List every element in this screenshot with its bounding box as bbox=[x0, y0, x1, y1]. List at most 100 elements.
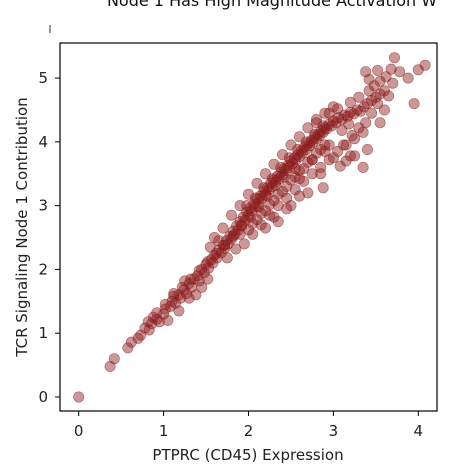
x-tick-label: 4 bbox=[414, 422, 424, 440]
data-point bbox=[283, 152, 295, 164]
data-point bbox=[353, 122, 365, 134]
data-point bbox=[175, 292, 187, 304]
data-point bbox=[338, 139, 350, 151]
data-point bbox=[268, 158, 280, 170]
y-tick-label: 5 bbox=[38, 69, 48, 87]
data-point bbox=[292, 144, 304, 156]
data-point bbox=[259, 188, 271, 200]
data-point bbox=[264, 198, 276, 210]
data-point bbox=[344, 96, 356, 108]
data-point bbox=[190, 289, 202, 301]
data-point bbox=[310, 117, 322, 129]
data-point bbox=[419, 59, 431, 71]
data-point bbox=[162, 314, 174, 326]
data-point bbox=[319, 107, 331, 119]
data-point bbox=[343, 118, 355, 130]
data-point bbox=[285, 139, 297, 151]
data-point bbox=[349, 150, 361, 162]
data-point bbox=[151, 307, 163, 319]
data-point bbox=[227, 230, 239, 242]
data-point bbox=[234, 228, 246, 240]
data-point bbox=[202, 256, 214, 268]
data-point bbox=[361, 144, 373, 156]
data-point bbox=[388, 52, 400, 64]
data-point bbox=[142, 316, 154, 328]
x-axis-ticks: 0 1 2 3 4 bbox=[74, 411, 423, 440]
data-point bbox=[173, 305, 185, 317]
data-point bbox=[306, 154, 318, 166]
data-point bbox=[357, 161, 369, 173]
data-point bbox=[285, 200, 297, 212]
data-point bbox=[310, 114, 322, 126]
data-point bbox=[353, 91, 365, 103]
data-point bbox=[385, 63, 397, 75]
data-point bbox=[315, 161, 327, 173]
data-point bbox=[372, 64, 384, 76]
data-point bbox=[281, 181, 293, 193]
data-point bbox=[380, 71, 392, 83]
data-point bbox=[278, 171, 290, 183]
data-point bbox=[176, 281, 188, 293]
data-point bbox=[226, 209, 238, 221]
data-point bbox=[221, 252, 233, 264]
data-point bbox=[317, 182, 329, 194]
data-point bbox=[132, 332, 144, 344]
data-point bbox=[196, 281, 208, 293]
data-point bbox=[275, 161, 287, 173]
data-point bbox=[251, 214, 263, 226]
data-point bbox=[253, 196, 265, 208]
data-point bbox=[332, 112, 344, 124]
data-point bbox=[374, 117, 386, 129]
data-point bbox=[306, 168, 318, 180]
data-point bbox=[217, 222, 229, 234]
data-point bbox=[241, 200, 253, 212]
x-tick-label: 3 bbox=[329, 422, 339, 440]
y-tick-label: 1 bbox=[38, 324, 48, 342]
data-point bbox=[327, 152, 339, 164]
data-point bbox=[412, 64, 424, 76]
data-point bbox=[243, 224, 255, 236]
x-axis-label: PTPRC (CD45) Expression bbox=[152, 446, 343, 464]
data-point bbox=[168, 288, 180, 300]
data-point bbox=[258, 182, 270, 194]
data-point bbox=[317, 126, 329, 138]
data-point bbox=[270, 179, 282, 191]
data-point bbox=[261, 190, 273, 202]
x-tick-label: 0 bbox=[74, 422, 84, 440]
data-point bbox=[268, 211, 280, 223]
data-point bbox=[289, 184, 301, 196]
data-point bbox=[402, 72, 414, 84]
data-point bbox=[143, 324, 155, 336]
data-point bbox=[73, 391, 85, 403]
data-point bbox=[243, 188, 255, 200]
y-axis-label: TCR Signaling Node 1 Contribution bbox=[13, 97, 31, 357]
data-point bbox=[332, 103, 344, 115]
data-point bbox=[293, 190, 305, 202]
data-point bbox=[336, 124, 348, 136]
data-point bbox=[317, 120, 329, 132]
data-point bbox=[219, 239, 231, 251]
data-point bbox=[238, 238, 250, 250]
data-point bbox=[125, 336, 137, 348]
data-point bbox=[268, 195, 280, 207]
data-point bbox=[366, 107, 378, 119]
data-point bbox=[315, 144, 327, 156]
y-tick-label: 2 bbox=[38, 260, 48, 278]
data-point bbox=[378, 104, 390, 116]
x-tick-label: 1 bbox=[159, 422, 169, 440]
y-axis-ticks: 0 1 2 3 4 5 bbox=[38, 69, 60, 406]
data-point bbox=[323, 139, 335, 151]
data-point bbox=[374, 75, 386, 87]
data-point bbox=[302, 122, 314, 134]
data-point bbox=[340, 155, 352, 167]
data-point bbox=[159, 298, 171, 310]
data-point bbox=[408, 98, 420, 110]
data-point bbox=[319, 122, 331, 134]
y-tick-label: 3 bbox=[38, 197, 48, 215]
data-point bbox=[185, 273, 197, 285]
data-point bbox=[300, 136, 312, 148]
data-point bbox=[266, 173, 278, 185]
data-point bbox=[210, 248, 222, 260]
data-point bbox=[302, 187, 314, 199]
